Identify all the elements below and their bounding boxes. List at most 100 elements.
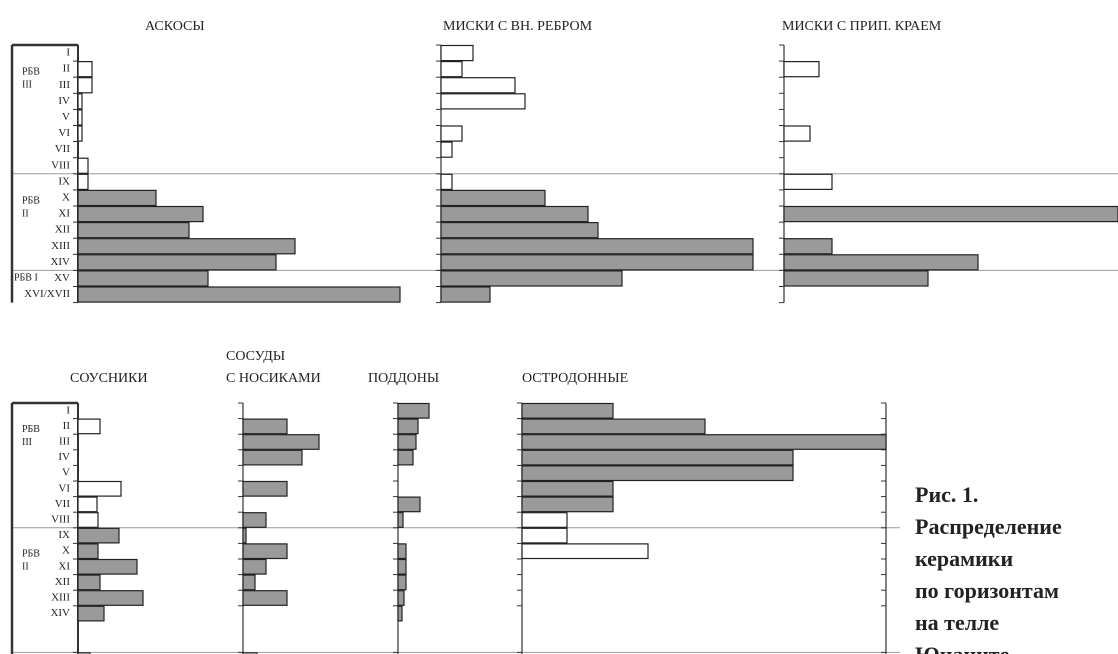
bar: [521, 480, 614, 497]
bar: [440, 254, 754, 271]
row-label: XIV: [50, 607, 70, 619]
bar: [77, 93, 83, 110]
row-label: IX: [58, 529, 70, 541]
bar: [242, 527, 247, 544]
group-label: РБВ: [22, 549, 40, 560]
row-label: I: [66, 47, 70, 59]
bar: [783, 205, 1118, 223]
row-label: VII: [55, 143, 71, 155]
bar: [783, 238, 833, 255]
bar: [397, 402, 430, 419]
bar: [783, 60, 820, 78]
bar: [521, 527, 568, 544]
group-label: III: [22, 437, 32, 448]
row-label: XV: [54, 272, 70, 284]
row-label: XIII: [51, 592, 70, 604]
row-label: VIII: [51, 514, 70, 526]
bar: [242, 418, 288, 435]
bar: [440, 77, 516, 94]
bar: [397, 449, 414, 466]
bar: [77, 652, 91, 654]
bar: [783, 125, 811, 142]
bar: [77, 77, 93, 94]
bar: [77, 222, 190, 239]
row-label: VI: [58, 482, 70, 494]
caption-line: Юнаците: [915, 642, 1010, 654]
row-label: XII: [55, 576, 71, 588]
row-label: VII: [55, 498, 71, 510]
bar: [77, 286, 401, 303]
group-label: РБВ I: [14, 273, 38, 284]
row-label: IX: [58, 175, 70, 187]
bar: [440, 93, 526, 110]
bar: [77, 605, 105, 622]
bar: [521, 449, 794, 466]
row-label: XI: [58, 208, 70, 220]
bar: [440, 222, 599, 239]
bar: [77, 238, 296, 255]
bar: [783, 270, 929, 287]
bar: [77, 157, 89, 174]
bar: [242, 449, 303, 466]
bar: [242, 652, 258, 654]
panel-title: МИСКИ С ВН. РЕБРОМ: [443, 19, 593, 34]
bar: [440, 286, 491, 303]
bar: [77, 543, 99, 560]
bar: [77, 590, 144, 606]
bar: [783, 254, 979, 271]
bar: [242, 543, 288, 560]
bar: [77, 512, 99, 528]
bar: [77, 527, 120, 544]
group-label: РБВ: [22, 67, 40, 78]
bar: [397, 590, 405, 606]
bar: [397, 418, 419, 435]
row-label: XII: [55, 224, 71, 236]
bar: [397, 512, 404, 528]
row-label: X: [62, 191, 70, 203]
bar: [242, 590, 288, 606]
bar: [397, 558, 407, 575]
bar: [77, 125, 83, 142]
bar: [521, 465, 794, 482]
row-label: IV: [58, 95, 70, 107]
caption-line: керамики: [915, 546, 1013, 571]
row-label: III: [59, 79, 70, 91]
bar: [521, 543, 649, 560]
row-label: II: [63, 63, 71, 75]
panel-title: ОСТРОДОННЫЕ: [522, 371, 628, 386]
bar: [440, 44, 474, 62]
bar: [77, 270, 209, 287]
bar: [397, 434, 417, 450]
panel-title: ПОДДОНЫ: [368, 371, 439, 386]
bar: [440, 189, 546, 207]
bar: [440, 173, 453, 191]
bar: [521, 418, 706, 435]
caption-line: Распределение: [915, 514, 1062, 539]
row-label: IV: [58, 451, 70, 463]
bar: [521, 512, 568, 528]
row-label: XIII: [51, 240, 70, 252]
bar: [77, 558, 138, 575]
row-label: II: [63, 420, 71, 432]
bar: [77, 574, 101, 591]
bar: [77, 254, 277, 271]
bar: [77, 173, 89, 191]
caption-line: на телле: [915, 610, 999, 635]
bar: [242, 574, 256, 591]
bar: [440, 270, 623, 287]
group-label: РБВ: [22, 195, 40, 206]
row-label: XVI/XVII: [24, 288, 70, 300]
bar: [77, 189, 157, 207]
row-label: III: [59, 436, 70, 448]
group-label: II: [22, 208, 29, 219]
bar: [242, 512, 267, 528]
bar: [397, 605, 403, 622]
row-label: V: [62, 467, 70, 479]
panel-title: АСКОСЫ: [145, 19, 205, 34]
bar: [440, 60, 463, 78]
bar: [521, 434, 887, 450]
bar: [77, 496, 98, 513]
bar: [440, 125, 463, 142]
bar: [440, 141, 453, 158]
